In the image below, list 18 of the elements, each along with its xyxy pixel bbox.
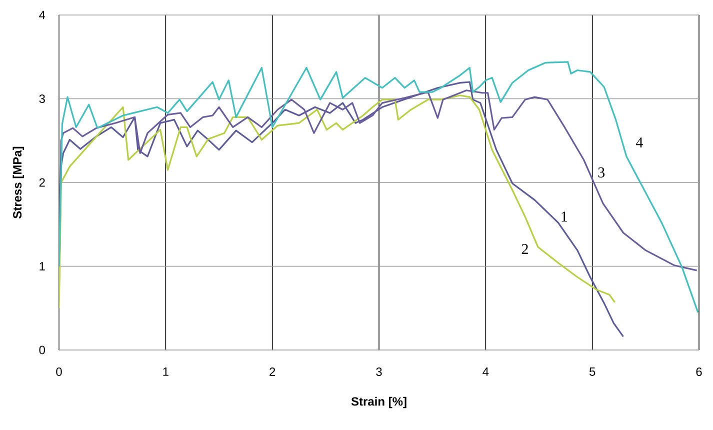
y-axis-title: Stress [MPa] (12, 146, 24, 218)
y-tick-label: 4 (39, 10, 46, 20)
series-label: 2 (522, 244, 528, 254)
y-tick-label: 1 (40, 262, 45, 270)
y-tick-label: 3 (39, 94, 45, 103)
series-label: 4 (636, 137, 643, 148)
x-tick-label: 5 (589, 368, 596, 376)
y-tick-label: 0 (39, 346, 46, 354)
x-tick-label: 3 (376, 368, 382, 376)
x-tick-label: 6 (696, 368, 702, 376)
series-label: 3 (598, 167, 605, 178)
x-axis-title: Strain [%] (351, 396, 406, 408)
x-tick-label: 1 (163, 368, 168, 376)
x-tick-label: 4 (482, 368, 489, 376)
y-tick-label: 2 (39, 178, 45, 187)
series-label: 1 (562, 212, 567, 222)
x-tick-label: 0 (56, 368, 62, 376)
x-tick-label: 2 (270, 368, 276, 376)
